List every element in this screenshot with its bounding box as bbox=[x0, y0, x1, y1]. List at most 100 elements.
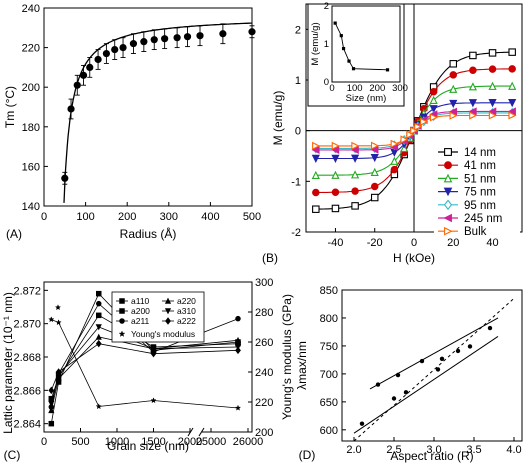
panel-b-inset-xtick-label: 300 bbox=[392, 83, 408, 94]
panel-b-inset-ylabel: M (emu/g) bbox=[310, 22, 321, 65]
panel-c-legend-label: a211 bbox=[131, 316, 150, 326]
panel-b-marker bbox=[312, 141, 321, 150]
panel-b-marker bbox=[508, 99, 517, 108]
panel-b-marker bbox=[312, 205, 320, 213]
panel-b-inset-xtick-label: 200 bbox=[369, 83, 385, 94]
panel-b-legend-label: 75 nm bbox=[464, 187, 496, 199]
panel-b-xtick-label: 0 bbox=[411, 237, 417, 249]
panel-b-marker bbox=[312, 188, 320, 197]
panel-b-inset-point bbox=[341, 46, 346, 51]
panel-a-letter: (A) bbox=[6, 227, 22, 241]
panel-a-point bbox=[140, 38, 148, 46]
panel-c-ytick-label: 2.866 bbox=[13, 385, 41, 397]
panel-b-marker bbox=[370, 141, 380, 150]
panel-c-legend-marker bbox=[164, 308, 172, 315]
panel-c-marker bbox=[48, 406, 55, 414]
panel-c-y2tick-label: 200 bbox=[255, 427, 273, 439]
panel-b-inset-ytick-label: 0 bbox=[324, 77, 329, 88]
panel-b-inset-line bbox=[334, 22, 388, 71]
panel-d-fit-line-0 bbox=[353, 336, 499, 434]
panel-d-fit-line-1 bbox=[369, 317, 499, 390]
panel-b-inset-point bbox=[339, 34, 343, 38]
panel-b-marker bbox=[469, 111, 478, 120]
panel-d-point bbox=[395, 372, 401, 378]
panel-a-point bbox=[94, 55, 102, 64]
panel-b-legend-bg bbox=[434, 225, 520, 238]
panel-a-ytick-label: 140 bbox=[22, 201, 40, 213]
panel-b-legend-marker bbox=[443, 173, 453, 183]
panel-b-marker bbox=[508, 65, 516, 73]
panel-b-marker bbox=[508, 111, 517, 120]
panel-b-legend-bg bbox=[434, 212, 520, 225]
panel-a-ytick-label: 200 bbox=[22, 82, 40, 94]
panel-b-marker bbox=[449, 99, 458, 109]
panel-a-ylabel: Tm (°C) bbox=[3, 86, 17, 128]
panel-d-xtick-label: 3.0 bbox=[426, 444, 441, 456]
panel-a-point bbox=[79, 71, 88, 79]
panel-c-legend-marker bbox=[119, 298, 125, 304]
panel-b-inset-point bbox=[385, 68, 390, 72]
panel-c-marker bbox=[48, 386, 55, 395]
panel-a-point bbox=[86, 63, 94, 71]
panel-b-legend-label: 14 nm bbox=[464, 147, 496, 159]
panel-b-marker bbox=[406, 130, 415, 139]
panel-b-legend-marker bbox=[444, 161, 452, 170]
panel-c-marker bbox=[150, 397, 157, 404]
panel-d-point bbox=[375, 382, 381, 387]
panel-d-xtick-label: 3.5 bbox=[466, 444, 481, 456]
panel-b-marker bbox=[449, 84, 458, 93]
panel-c-legend-marker bbox=[165, 317, 171, 325]
panel-d-point bbox=[467, 344, 473, 349]
panel-b-marker bbox=[429, 95, 438, 104]
panel-b-marker bbox=[488, 65, 497, 73]
panel-c-legend-marker bbox=[119, 308, 125, 314]
panel-b-marker bbox=[311, 170, 320, 180]
panel-d-frame bbox=[341, 289, 523, 442]
panel-b-marker bbox=[429, 113, 439, 122]
panel-b-marker bbox=[468, 107, 477, 116]
panel-c-marker bbox=[235, 346, 241, 355]
panel-d-xlabel: Aspect ratio (R) bbox=[390, 449, 473, 463]
panel-c-marker bbox=[96, 300, 102, 307]
panel-c-ytick-label: 2.868 bbox=[13, 352, 41, 364]
panel-b-marker bbox=[488, 99, 497, 108]
panel-b-marker bbox=[370, 182, 379, 191]
panel-c-legend-marker bbox=[118, 330, 126, 337]
panel-c-ytick-label: 2.872 bbox=[13, 285, 41, 297]
panel-b-marker bbox=[508, 48, 516, 56]
panel-c-legend-box bbox=[111, 291, 205, 343]
panel-b-xtick-label: 20 bbox=[447, 237, 459, 249]
panel-b-ylabel: M (emu/g) bbox=[271, 91, 285, 146]
panel-a-point bbox=[129, 40, 138, 48]
panel-b-marker bbox=[449, 60, 458, 68]
panel-c-marker bbox=[95, 324, 102, 331]
panel-c-legend-marker bbox=[119, 318, 125, 324]
panel-b-xtick-label: -40 bbox=[328, 237, 344, 249]
panel-c-legend-label: a200 bbox=[131, 306, 150, 316]
panel-a-xtick-label: 200 bbox=[118, 211, 136, 223]
panel-c-break-mark bbox=[198, 427, 205, 437]
panel-b-marker bbox=[311, 145, 320, 155]
panel-b-marker bbox=[331, 154, 340, 163]
panel-d-letter: (D) bbox=[299, 448, 316, 462]
panel-a-ytick-label: 240 bbox=[22, 3, 40, 15]
panel-b-marker bbox=[468, 99, 477, 108]
panel-b-legend-marker bbox=[443, 199, 453, 211]
panel-a-xtick-label: 100 bbox=[76, 211, 94, 223]
panel-b-marker bbox=[350, 145, 359, 154]
panel-b-legend-label: 51 nm bbox=[464, 173, 496, 185]
panel-a-ytick-label: 160 bbox=[22, 161, 40, 173]
panel-d-xtick-label: 4.0 bbox=[506, 444, 521, 456]
panel-d-ytick-label: 800 bbox=[320, 313, 338, 325]
panel-c-ylabel: Lattic parameter (10⁻¹ nm) bbox=[1, 292, 15, 434]
panel-b-legend-bg bbox=[434, 172, 520, 185]
panel-b-legend-label: 41 nm bbox=[464, 160, 496, 172]
panel-b-legend-bg bbox=[434, 198, 520, 212]
panel-b-inset-ytick-label: 1 bbox=[324, 39, 329, 50]
panel-b-marker bbox=[488, 111, 497, 120]
panel-b-marker bbox=[370, 145, 379, 154]
panel-d-point bbox=[419, 358, 425, 364]
panel-b-inset-xlabel: Size (nm) bbox=[346, 93, 387, 104]
panel-b-marker bbox=[448, 107, 458, 116]
